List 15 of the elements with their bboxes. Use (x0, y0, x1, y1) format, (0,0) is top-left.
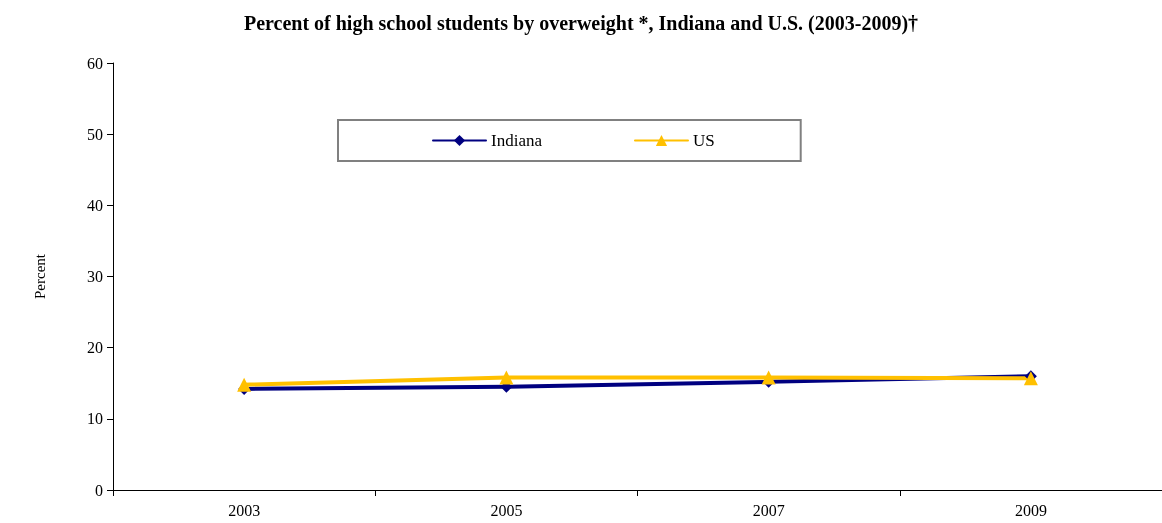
y-tick-label: 0 (95, 481, 103, 499)
x-tick-label: 2005 (490, 501, 523, 519)
y-axis-title: Percent (31, 253, 48, 299)
legend-label: Indiana (491, 131, 543, 150)
y-tick-label: 40 (87, 196, 103, 214)
chart-title: Percent of high school students by overweight *, Indiana and U.S. (2003-2009)† (243, 12, 919, 35)
y-tick-label: 10 (87, 410, 103, 428)
y-tick-label: 30 (87, 268, 103, 285)
y-tick-label: 20 (87, 339, 103, 357)
legend-label: US (692, 131, 715, 150)
x-tick-label: 2009 (1014, 501, 1047, 519)
y-tick-label: 50 (87, 125, 103, 143)
y-tick-label: 60 (87, 54, 103, 72)
x-tick-label: 2007 (752, 501, 785, 519)
x-tick-label: 2003 (228, 501, 261, 519)
